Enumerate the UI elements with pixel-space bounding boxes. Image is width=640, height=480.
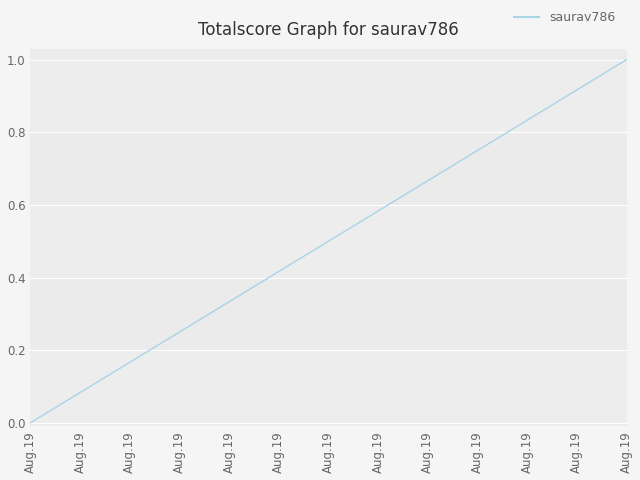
saurav786 <box>126 360 134 365</box>
saurav786 <box>623 57 630 62</box>
saurav786 <box>275 269 283 275</box>
saurav786 <box>225 299 233 305</box>
saurav786 <box>27 420 35 426</box>
Bar <box>31 205 627 277</box>
saurav786 <box>573 87 580 93</box>
Legend: saurav786: saurav786 <box>509 6 620 29</box>
saurav786 <box>374 208 382 214</box>
Title: Totalscore Graph for saurav786: Totalscore Graph for saurav786 <box>198 21 459 39</box>
saurav786 <box>175 329 183 335</box>
saurav786 <box>524 117 531 123</box>
saurav786 <box>424 178 432 183</box>
Bar <box>31 350 627 423</box>
Bar <box>31 60 627 132</box>
Line: saurav786: saurav786 <box>31 60 627 423</box>
saurav786 <box>474 147 481 153</box>
saurav786 <box>76 390 84 396</box>
saurav786 <box>324 239 332 244</box>
